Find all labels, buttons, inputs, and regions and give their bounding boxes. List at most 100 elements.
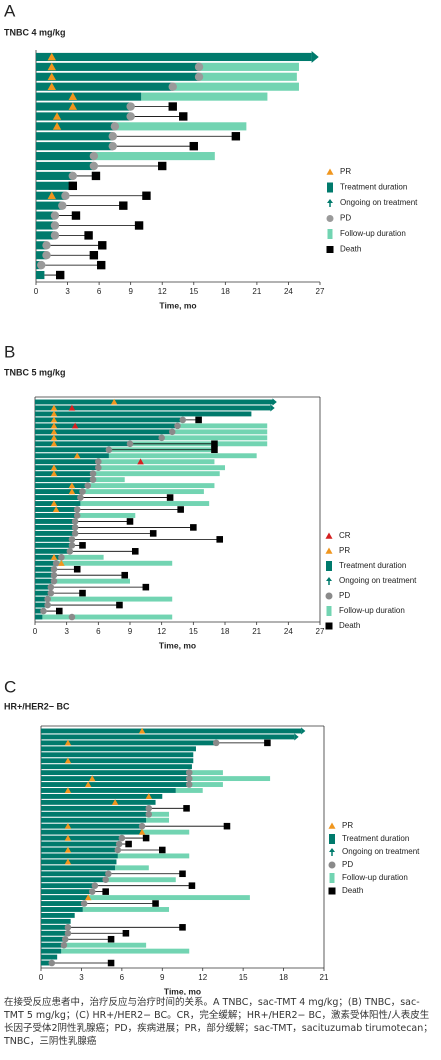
death-marker (190, 524, 197, 531)
death-marker (91, 171, 101, 181)
response-marker (64, 858, 72, 865)
pd-marker (168, 82, 177, 91)
legend-glyph (326, 215, 334, 222)
response-marker (64, 787, 72, 794)
treatment-bar (35, 566, 54, 572)
response-marker (68, 404, 76, 411)
pd-marker (158, 434, 165, 442)
treatment-bar (41, 835, 122, 841)
treatment-bar (41, 746, 196, 752)
x-tick-label: 6 (120, 973, 125, 982)
x-tick-label: 6 (96, 627, 101, 636)
response-marker (68, 482, 76, 489)
legend-glyph (326, 577, 332, 581)
x-tick-label: 15 (189, 287, 198, 296)
follow-up-bar (93, 477, 125, 483)
treatment-bar (35, 477, 94, 483)
response-marker (145, 793, 153, 800)
legend-glyph (325, 592, 333, 600)
death-marker (121, 571, 129, 579)
x-tick-label: 9 (160, 973, 165, 982)
pd-marker (179, 416, 187, 424)
treatment-bar (36, 270, 45, 280)
pd-marker (89, 161, 99, 171)
treatment-bar (35, 465, 99, 471)
treatment-bar (41, 764, 192, 770)
treatment-bar (35, 578, 54, 584)
x-tick-label: 18 (221, 627, 230, 636)
treatment-bar (41, 817, 147, 823)
pd-marker (145, 805, 153, 812)
legend-label: PD (342, 860, 353, 869)
x-tick-label: 24 (284, 627, 293, 636)
follow-up-bar (77, 513, 136, 518)
death-marker (79, 589, 86, 597)
panel-label: B (4, 342, 15, 361)
legend-label: PD (340, 214, 351, 223)
panel-label: C (4, 677, 16, 696)
death-marker (149, 530, 157, 537)
legend-label: Ongoing on treatment (340, 198, 418, 207)
treatment-bar (41, 936, 66, 942)
treatment-bar (35, 417, 183, 423)
treatment-bar (35, 584, 51, 590)
pd-marker (44, 595, 51, 603)
treatment-bar (41, 907, 83, 912)
response-marker (73, 452, 81, 459)
follow-up-bar (114, 122, 247, 131)
pd-marker (68, 171, 78, 181)
treatment-bar (35, 441, 130, 447)
treatment-bar (35, 399, 273, 405)
x-tick-label: 27 (316, 287, 325, 296)
treatment-bar (41, 841, 120, 847)
treatment-bar (41, 883, 95, 889)
treatment-bar (36, 211, 55, 220)
x-tick-label: 12 (157, 627, 166, 636)
follow-up-bar (189, 776, 271, 782)
death-marker (122, 930, 130, 937)
death-marker (223, 822, 231, 830)
treatment-bar (36, 201, 63, 210)
treatment-bar (35, 495, 81, 501)
death-marker (107, 935, 115, 943)
response-marker (58, 559, 65, 566)
legend-label: PD (339, 591, 350, 600)
death-marker (152, 900, 159, 907)
pd-marker (52, 559, 60, 567)
follow-up-bar (80, 501, 210, 506)
pd-marker (194, 72, 204, 81)
x-tick-label: 3 (64, 627, 69, 636)
legend-label: PR (342, 821, 353, 830)
treatment-bar (35, 447, 109, 453)
treatment-bar (41, 912, 75, 918)
treatment-bar (41, 805, 149, 811)
treatment-bar (35, 501, 81, 506)
pd-marker (42, 251, 51, 260)
treatment-bar (36, 231, 55, 240)
ongoing-arrow (301, 727, 306, 735)
treatment-bar (36, 52, 312, 62)
pd-marker (138, 822, 146, 830)
treatment-bar (35, 423, 178, 429)
legend-label: Death (342, 886, 363, 895)
pd-marker (42, 241, 51, 250)
response-marker (111, 799, 119, 805)
ongoing-arrow (270, 404, 275, 412)
legend-glyph (325, 532, 333, 539)
treatment-bar (41, 728, 302, 734)
death-marker (89, 251, 99, 260)
follow-up-bar (177, 423, 268, 429)
death-marker (98, 241, 107, 250)
pd-marker (105, 870, 112, 878)
x-tick-label: 12 (198, 973, 207, 982)
panel-title: TNBC 5 mg/kg (4, 367, 66, 377)
response-marker (50, 553, 58, 560)
treatment-bar (41, 918, 71, 924)
death-marker (168, 102, 177, 111)
follow-up-bar (63, 942, 147, 948)
treatment-bar (35, 459, 99, 465)
response-marker (52, 112, 62, 120)
treatment-bar (35, 614, 43, 620)
treatment-bar (41, 829, 143, 835)
treatment-bar (41, 901, 85, 906)
